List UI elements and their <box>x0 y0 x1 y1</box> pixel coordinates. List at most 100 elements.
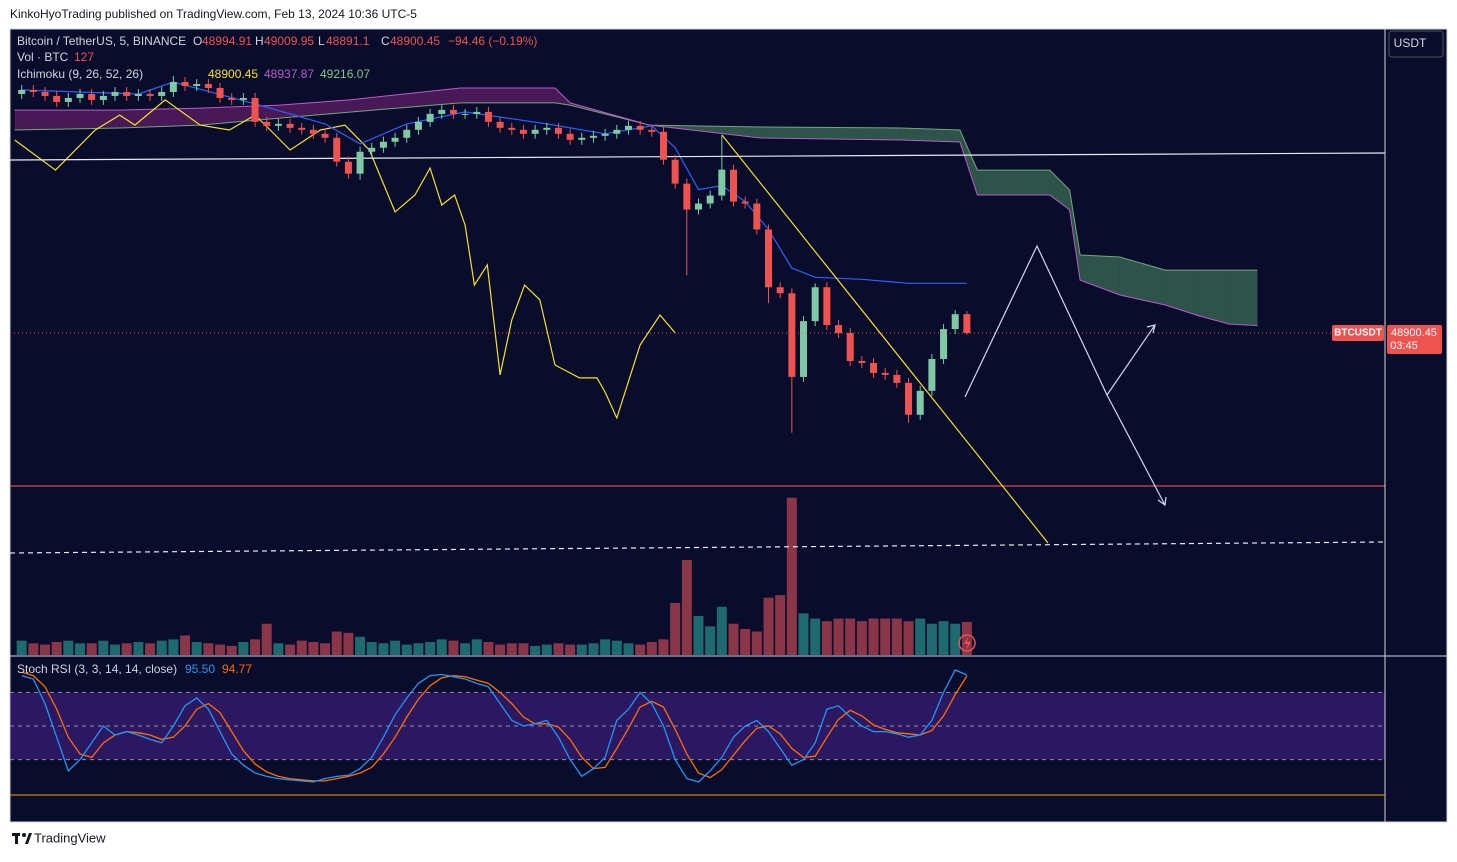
volume-bar <box>495 644 506 655</box>
volume-bar <box>728 623 739 655</box>
currency-badge[interactable] <box>1388 30 1444 58</box>
candle-body <box>181 82 189 86</box>
event-icon-bolt <box>964 637 971 650</box>
symbol-badge <box>1332 324 1384 341</box>
candle-body <box>18 89 26 94</box>
volume-bar <box>378 643 389 655</box>
footer: TradingView <box>34 830 106 845</box>
candle-body <box>823 287 831 326</box>
volume-bar <box>833 618 844 655</box>
candle-body <box>496 121 504 128</box>
candle-body <box>64 97 72 102</box>
candle-body <box>461 113 469 115</box>
candle-body <box>414 121 422 130</box>
arrow-head <box>1157 496 1167 507</box>
volume-bar <box>390 640 401 655</box>
logo-mark <box>22 833 26 837</box>
cloud-fill <box>1165 270 1200 316</box>
candle-body <box>741 201 749 204</box>
candle-body <box>29 89 37 92</box>
candle-body <box>916 390 924 415</box>
candle-body <box>286 123 294 128</box>
volume-bar <box>121 643 132 655</box>
candle-body <box>694 203 702 210</box>
volume-bar <box>530 645 541 655</box>
volume-bar <box>670 602 681 655</box>
stoch-label: Stoch RSI (3, 3, 14, 14, close) <box>17 662 177 676</box>
candle-body <box>940 329 948 359</box>
volume-bar <box>845 618 856 655</box>
volume-bar <box>40 644 51 655</box>
candle-body <box>403 129 411 138</box>
candle-body <box>473 111 481 114</box>
candle-body <box>566 133 574 140</box>
volume-bar <box>483 641 494 655</box>
volume-bar <box>238 641 249 655</box>
candle-body <box>636 125 644 130</box>
volume-bar <box>763 597 774 655</box>
volume-bar <box>16 640 27 655</box>
cloud-fill <box>900 128 960 142</box>
volume-bar <box>110 644 121 655</box>
volume-label: Vol · BTC <box>17 50 69 64</box>
volume-value: 127 <box>74 50 94 64</box>
volume <box>16 497 972 655</box>
event-icon[interactable] <box>958 634 976 652</box>
candle-body <box>111 91 119 96</box>
volume-bar <box>903 621 914 655</box>
candle-body <box>263 121 271 126</box>
candle-body <box>333 137 341 162</box>
candle-body <box>613 129 621 134</box>
candle-body <box>193 84 201 86</box>
volume-bar <box>600 639 611 655</box>
candle-body <box>835 325 843 334</box>
volume-bar <box>28 643 39 655</box>
candle-body <box>228 97 236 100</box>
span-b-value: 48937.87 <box>264 67 314 81</box>
volume-bar <box>366 641 377 655</box>
volume-bar <box>273 643 284 655</box>
candle-body <box>449 109 457 114</box>
ichimoku-label: Ichimoku (9, 26, 52, 26) <box>17 67 143 81</box>
candle-body <box>659 131 667 160</box>
currency: USDT <box>1394 36 1427 50</box>
candle-body <box>379 141 387 148</box>
price-label: 48900.45 <box>1391 327 1437 339</box>
span-a-value: 49216.07 <box>320 67 370 81</box>
arrow-head <box>1146 324 1156 334</box>
candle-body <box>811 287 819 322</box>
volume-bar <box>471 639 482 655</box>
candle-body <box>99 95 107 100</box>
candle-body <box>858 360 866 363</box>
volume-bar <box>425 641 436 655</box>
candle-body <box>426 113 434 122</box>
volume-bar <box>740 628 751 655</box>
cloud-fill <box>349 87 461 113</box>
candle-body <box>951 314 959 330</box>
candle-body <box>298 127 306 130</box>
volume-bar <box>98 640 109 655</box>
candle-body <box>648 129 656 132</box>
candle-body <box>158 91 166 96</box>
volume-bar <box>436 639 447 655</box>
cloud-fill <box>1069 190 1081 281</box>
candle-body <box>134 93 142 96</box>
candle-body <box>309 129 317 134</box>
cloud-fill <box>1229 270 1258 326</box>
volume-bar <box>448 640 459 655</box>
volume-bar <box>343 632 354 655</box>
legend-label: H <box>255 34 264 48</box>
legend-label: O <box>193 34 202 48</box>
volume-bar <box>751 631 762 655</box>
volume-bar <box>821 621 832 655</box>
volume-bar <box>693 615 704 655</box>
volume-bar <box>611 640 622 655</box>
volume-bar <box>51 641 62 655</box>
volume-bar <box>623 643 634 655</box>
volume-bar <box>191 641 202 655</box>
candle-body <box>753 203 761 230</box>
volume-bar <box>938 621 949 655</box>
cloud-fill <box>760 127 901 140</box>
volume-bar <box>553 643 564 655</box>
